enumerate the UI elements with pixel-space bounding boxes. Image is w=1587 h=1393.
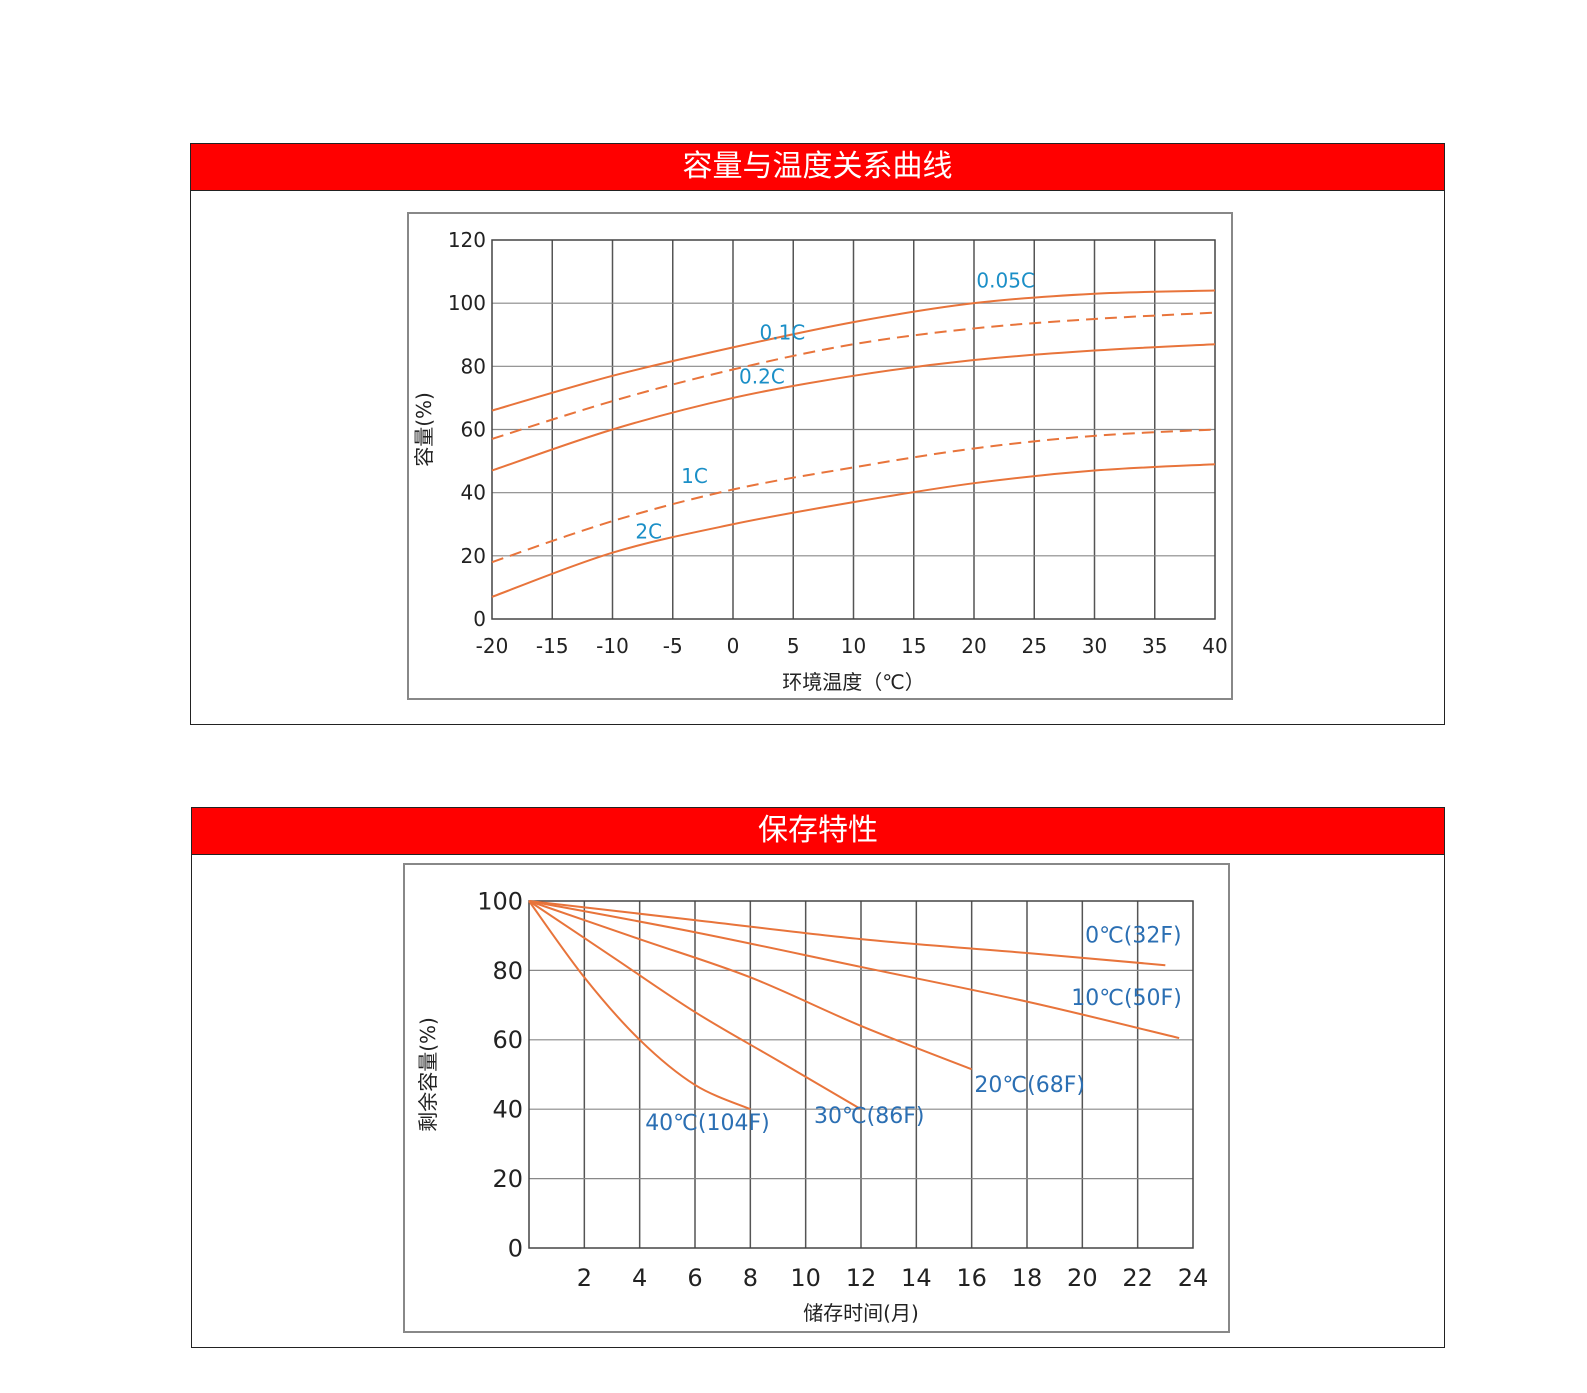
x-tick-label: 35: [1142, 634, 1167, 658]
series-label: 0℃(32F): [1085, 924, 1182, 949]
x-tick-label: 24: [1178, 1264, 1209, 1292]
y-tick-label: 80: [461, 354, 486, 378]
capacity-temperature-chart: -20 -15 -10 -5 0 5 10 15 20 25 30 35 40 0 20 40 60 80 100 1…: [412, 228, 1228, 694]
series-line: [491, 289, 1216, 412]
x-tick-label: 15: [901, 634, 926, 658]
capacity-temperature-panel: 容量与温度关系曲线 -20 -15 -10 -5 0 5 10 15 20 25 30 35 40 0 20…: [190, 143, 1445, 725]
x-tick-label: 14: [901, 1264, 932, 1292]
y-axis-label: 剩余容量(%): [416, 1017, 440, 1132]
y-tick-label: 0: [473, 607, 486, 631]
x-tick-label: 5: [787, 634, 800, 658]
x-tick-label: 18: [1012, 1264, 1043, 1292]
y-tick-label: 60: [492, 1026, 523, 1054]
x-tick-label: 10: [790, 1264, 821, 1292]
x-axis-label: 储存时间(月): [803, 1301, 919, 1325]
chart-frame: -20 -15 -10 -5 0 5 10 15 20 25 30 35 40 0 20 40 60 80 100 1…: [407, 212, 1233, 700]
series-line: [528, 900, 1180, 1040]
x-tick-label: 8: [743, 1264, 758, 1292]
series-line: [491, 343, 1216, 472]
x-tick-label: 20: [1067, 1264, 1098, 1292]
x-tick-label: -10: [596, 634, 629, 658]
plot-area-border: [528, 900, 1194, 1249]
panel-title: 容量与温度关系曲线: [191, 144, 1444, 191]
series-label: 40℃(104F): [645, 1111, 770, 1136]
x-tick-label: 22: [1122, 1264, 1153, 1292]
x-tick-label: 20: [961, 634, 986, 658]
y-tick-label: 40: [492, 1096, 523, 1124]
x-tick-label: 4: [632, 1264, 647, 1292]
x-tick-label: 10: [841, 634, 866, 658]
series-line: [528, 900, 751, 1111]
y-tick-label: 0: [508, 1234, 523, 1262]
y-tick-label: 80: [492, 957, 523, 985]
x-tick-label: 6: [687, 1264, 702, 1292]
y-tick-label: 60: [461, 418, 486, 442]
x-axis-label: 环境温度（℃）: [782, 670, 924, 694]
y-tick-label: 20: [492, 1165, 523, 1193]
series-label: 0.2C: [739, 365, 785, 389]
plot-area-border: [491, 239, 1216, 620]
x-tick-label: 0: [727, 634, 740, 658]
series-label: 1C: [681, 464, 708, 488]
chart-frame: 2 4 6 8 10 12 14 16 18 20 22 24 0 20 40 60 80 100 储存时间(月) 剩…: [403, 863, 1230, 1333]
series-line: [491, 428, 1216, 564]
series-label: 20℃(68F): [974, 1073, 1085, 1098]
y-tick-label: 20: [461, 544, 486, 568]
series-line: [491, 311, 1216, 440]
y-tick-label: 100: [477, 887, 523, 915]
series-line: [528, 900, 973, 1071]
y-tick-label: 100: [448, 291, 486, 315]
y-tick-label: 40: [461, 481, 486, 505]
x-tick-label: 25: [1022, 634, 1047, 658]
storage-characteristics-chart: 2 4 6 8 10 12 14 16 18 20 22 24020406080100储存时间(月)剩…: [416, 887, 1209, 1325]
x-tick-label: 12: [846, 1264, 877, 1292]
series-line: [528, 900, 862, 1111]
x-tick-label: 2: [577, 1264, 592, 1292]
storage-characteristics-panel: 保存特性 2 4 6 8 10 12 14 16 18 20 22 24 0 20 40 60 80 100 储存时…: [191, 807, 1445, 1348]
panel-title: 保存特性: [192, 808, 1444, 855]
series-label: 10℃(50F): [1071, 986, 1182, 1011]
series-line: [528, 900, 1166, 967]
x-tick-label: 40: [1202, 634, 1227, 658]
series-label: 0.1C: [760, 320, 806, 344]
x-tick-label: -15: [536, 634, 569, 658]
x-tick-label: 16: [956, 1264, 987, 1292]
series-label: 30℃(86F): [814, 1104, 925, 1129]
x-tick-label: 30: [1082, 634, 1107, 658]
x-tick-label: -20: [476, 634, 509, 658]
y-tick-label: 120: [448, 228, 486, 252]
x-tick-label: -5: [663, 634, 683, 658]
y-axis-label: 容量(%): [412, 392, 436, 467]
series-label: 2C: [635, 519, 662, 543]
series-line: [491, 463, 1216, 598]
series-label: 0.05C: [976, 268, 1034, 292]
